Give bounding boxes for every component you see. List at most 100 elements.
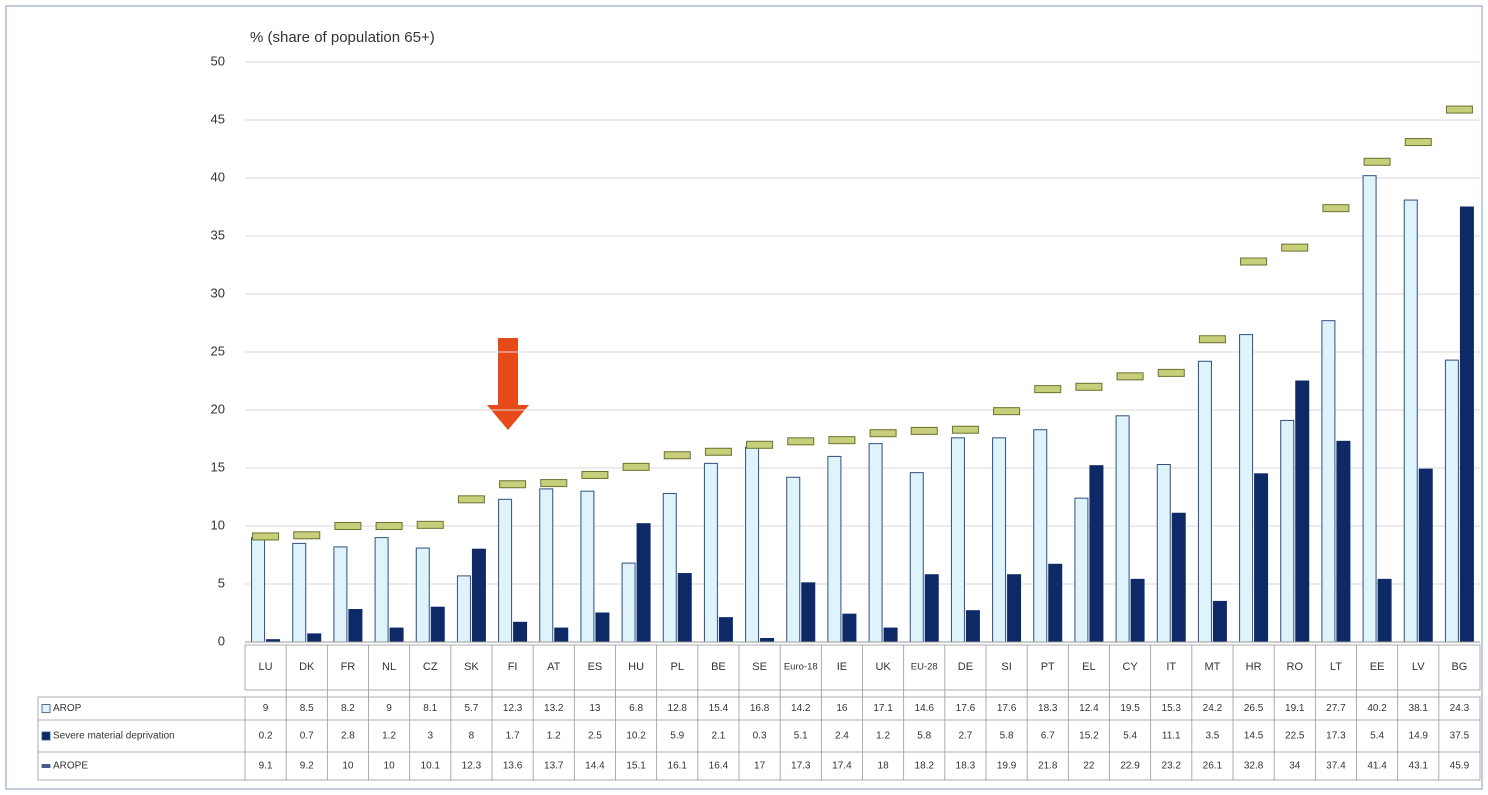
table-value: 1.2 [382,731,396,742]
table-value: 9 [263,703,269,714]
table-value: 16.8 [750,703,770,714]
marker [1198,335,1226,344]
bar [251,537,266,643]
bar [595,612,610,643]
legend-swatch [41,731,51,741]
table-value: 37.4 [1326,761,1346,772]
y-tick-label: 50 [211,53,225,68]
table-value: 3.5 [1205,731,1219,742]
bar [348,609,363,643]
legend-label: AROPE [53,761,88,772]
marker [869,429,897,438]
marker [910,426,938,435]
y-tick-label: 20 [211,401,225,416]
table-value: 12.3 [462,761,482,772]
bar [636,523,651,643]
table-value: 6.8 [629,703,643,714]
table-value: 9.1 [259,761,273,772]
x-tick-label: LV [1412,661,1425,673]
marker [1322,204,1350,213]
bar [1377,578,1392,643]
table-value: 10 [384,761,396,772]
table-value: 13 [589,703,601,714]
bar [1130,578,1145,643]
table-value: 13.2 [544,703,564,714]
table-value: 15.4 [709,703,729,714]
bar [868,443,883,643]
x-tick-label: EE [1370,661,1385,673]
marker [787,437,815,446]
table-value: 17.6 [956,703,976,714]
table-value: 5.9 [670,731,684,742]
marker [951,425,979,434]
table-value: 17.3 [791,761,811,772]
bar [992,437,1007,643]
table-value: 5.4 [1370,731,1384,742]
table-value: 11.1 [1162,731,1181,742]
bar [827,455,842,643]
bar [1444,359,1459,643]
bar [760,638,775,643]
highlight-arrow [487,338,529,430]
table-value: 9 [386,703,392,714]
table-value: 18 [878,761,890,772]
x-tick-label: MT [1204,661,1220,673]
x-tick-label: NL [382,661,396,673]
table-value: 19.9 [997,761,1017,772]
y-tick-label: 5 [218,575,225,590]
marker [1034,385,1062,394]
legend-label: Severe material deprivation [53,731,175,742]
x-tick-label: AT [547,661,561,673]
bar [1280,419,1295,643]
table-value: 1.2 [876,731,890,742]
table-value: 26.5 [1244,703,1264,714]
bar [333,546,348,643]
bar [456,575,471,643]
table-value: 15.3 [1162,703,1182,714]
x-tick-label: CY [1122,661,1138,673]
marker [540,479,568,488]
table-value: 17.6 [997,703,1017,714]
table-value: 27.7 [1326,703,1346,714]
x-tick-label: HU [628,661,644,673]
bar [1362,175,1377,643]
table-value: 40.2 [1367,703,1387,714]
y-axis-label: % (share of population 65+) [250,29,435,46]
bar [539,488,554,643]
bar [1074,497,1089,643]
bar [950,437,965,643]
x-tick-label: Euro-18 [784,662,818,673]
bar [1115,415,1130,643]
marker [1116,372,1144,381]
table-value: 5.7 [464,703,478,714]
table-value: 18.3 [956,761,976,772]
bar [415,547,430,643]
table-value: 13.6 [503,761,523,772]
bar [965,610,980,643]
table-value: 2.4 [835,731,849,742]
x-tick-label: IT [1166,661,1176,673]
marker [1281,243,1309,252]
table-value: 24.2 [1203,703,1223,714]
marker [704,447,732,456]
bar [513,621,528,643]
bar [1403,199,1418,643]
marker [1157,368,1185,377]
table-value: 14.6 [915,703,935,714]
marker [622,462,650,471]
table-value: 13.7 [544,761,564,772]
bar [1295,380,1310,643]
x-tick-label: SI [1001,661,1011,673]
bar [498,498,513,643]
table-value: 14.9 [1409,731,1429,742]
table-value: 32.8 [1244,761,1264,772]
x-tick-label: DK [299,661,315,673]
table-value: 17 [754,761,766,772]
bar [554,627,569,643]
table-value: 17.3 [1326,731,1346,742]
bar [677,573,692,643]
y-tick-label: 45 [211,111,225,126]
table-value: 12.8 [668,703,688,714]
table-value: 17.4 [832,761,852,772]
